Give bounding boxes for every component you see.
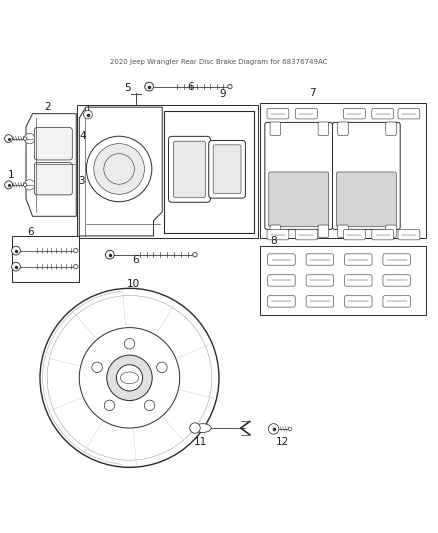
FancyBboxPatch shape: [386, 225, 396, 237]
FancyBboxPatch shape: [398, 108, 420, 119]
Circle shape: [193, 253, 197, 257]
Circle shape: [94, 143, 145, 195]
Circle shape: [5, 181, 12, 189]
Bar: [164, 111, 254, 233]
FancyBboxPatch shape: [332, 123, 400, 229]
FancyBboxPatch shape: [306, 296, 334, 307]
Circle shape: [74, 264, 78, 269]
FancyBboxPatch shape: [268, 254, 295, 265]
FancyBboxPatch shape: [398, 229, 420, 240]
FancyBboxPatch shape: [267, 108, 289, 119]
Text: 2: 2: [45, 102, 51, 112]
FancyBboxPatch shape: [268, 296, 295, 307]
Text: 7: 7: [310, 88, 316, 98]
FancyBboxPatch shape: [372, 108, 394, 119]
FancyBboxPatch shape: [265, 123, 332, 229]
Polygon shape: [79, 107, 162, 236]
FancyBboxPatch shape: [268, 275, 295, 286]
Bar: [261, 246, 426, 314]
Polygon shape: [26, 114, 76, 216]
Text: 6: 6: [187, 83, 194, 93]
Circle shape: [92, 362, 102, 373]
Circle shape: [106, 251, 114, 259]
Circle shape: [124, 338, 135, 349]
Circle shape: [190, 423, 200, 433]
Text: 4: 4: [79, 131, 86, 141]
FancyBboxPatch shape: [267, 229, 289, 240]
Circle shape: [157, 362, 167, 373]
Circle shape: [40, 288, 219, 467]
Circle shape: [84, 110, 92, 119]
FancyBboxPatch shape: [270, 122, 281, 135]
FancyBboxPatch shape: [372, 229, 394, 240]
FancyBboxPatch shape: [306, 275, 334, 286]
Text: 2020 Jeep Wrangler Rear Disc Brake Diagram for 68376749AC: 2020 Jeep Wrangler Rear Disc Brake Diagr…: [110, 59, 328, 65]
Circle shape: [86, 136, 152, 201]
FancyBboxPatch shape: [338, 225, 348, 237]
Bar: [12, 236, 79, 282]
Bar: [77, 105, 258, 238]
FancyBboxPatch shape: [383, 275, 410, 286]
Circle shape: [24, 133, 35, 144]
Circle shape: [104, 154, 134, 184]
Text: 3: 3: [78, 176, 85, 187]
Text: 6: 6: [27, 227, 34, 237]
Text: 6: 6: [132, 255, 138, 264]
FancyBboxPatch shape: [383, 296, 410, 307]
FancyBboxPatch shape: [336, 172, 396, 227]
FancyBboxPatch shape: [295, 229, 317, 240]
FancyBboxPatch shape: [383, 254, 410, 265]
FancyBboxPatch shape: [345, 296, 372, 307]
Circle shape: [117, 365, 143, 391]
Circle shape: [12, 262, 20, 271]
Text: 5: 5: [124, 83, 131, 93]
Circle shape: [74, 248, 78, 253]
FancyBboxPatch shape: [345, 254, 372, 265]
Text: 11: 11: [194, 437, 207, 447]
Circle shape: [5, 135, 12, 142]
FancyBboxPatch shape: [169, 136, 210, 203]
Ellipse shape: [120, 372, 139, 384]
Circle shape: [12, 246, 20, 255]
Circle shape: [288, 427, 292, 431]
Text: 10: 10: [127, 279, 140, 289]
Circle shape: [228, 84, 232, 89]
FancyBboxPatch shape: [34, 163, 72, 195]
FancyBboxPatch shape: [318, 122, 328, 135]
FancyBboxPatch shape: [213, 145, 241, 194]
Circle shape: [23, 183, 27, 187]
Circle shape: [268, 424, 279, 434]
FancyBboxPatch shape: [295, 108, 317, 119]
FancyBboxPatch shape: [343, 229, 365, 240]
Text: 1: 1: [8, 170, 15, 180]
Text: 12: 12: [276, 437, 289, 447]
Circle shape: [145, 82, 153, 91]
Circle shape: [144, 400, 155, 410]
FancyBboxPatch shape: [386, 122, 396, 135]
Circle shape: [24, 180, 35, 190]
Text: 8: 8: [270, 236, 277, 246]
Circle shape: [79, 328, 180, 428]
FancyBboxPatch shape: [306, 254, 334, 265]
FancyBboxPatch shape: [318, 225, 328, 237]
Circle shape: [104, 400, 115, 410]
FancyBboxPatch shape: [338, 122, 348, 135]
FancyBboxPatch shape: [34, 128, 72, 160]
Circle shape: [23, 137, 27, 140]
FancyBboxPatch shape: [269, 172, 328, 227]
Text: 9: 9: [219, 89, 226, 99]
FancyBboxPatch shape: [173, 141, 205, 197]
FancyBboxPatch shape: [270, 225, 281, 237]
Bar: [261, 103, 426, 238]
FancyBboxPatch shape: [209, 141, 245, 198]
Circle shape: [107, 355, 152, 400]
Ellipse shape: [194, 424, 211, 432]
FancyBboxPatch shape: [343, 108, 365, 119]
FancyBboxPatch shape: [345, 275, 372, 286]
